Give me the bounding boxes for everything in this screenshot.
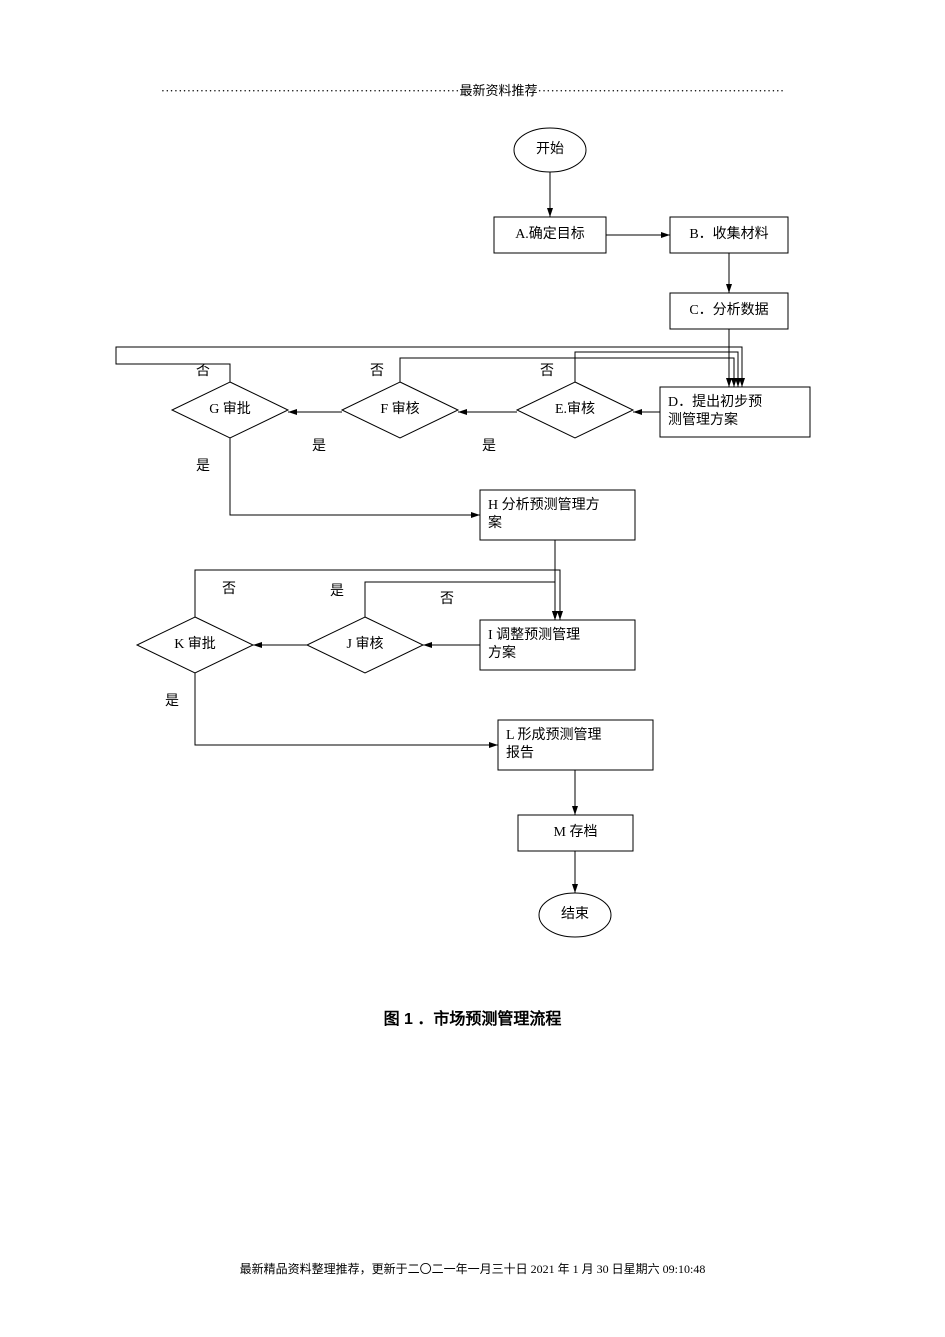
flow-edge bbox=[365, 582, 555, 620]
flow-node-label: 开始 bbox=[536, 141, 564, 157]
flow-node-label: L 形成预测管理 bbox=[506, 727, 602, 743]
edge-label: 是 bbox=[482, 439, 496, 454]
flow-node-label: 结束 bbox=[561, 906, 589, 922]
page-header: ········································… bbox=[0, 80, 945, 99]
flow-node-label: F 审核 bbox=[380, 401, 419, 417]
edge-label: 否 bbox=[370, 364, 384, 379]
flow-node-label: D．提出初步预 bbox=[668, 393, 762, 410]
flow-node-label: 案 bbox=[488, 514, 502, 531]
edge-label: 否 bbox=[196, 364, 210, 379]
figure-caption: 图 1 ．市场预测管理流程 bbox=[0, 1005, 945, 1029]
flow-node-label: H 分析预测管理方 bbox=[488, 497, 600, 513]
flow-node-label: M 存档 bbox=[554, 824, 598, 840]
header-dots-right: ········································… bbox=[537, 83, 784, 98]
flow-node-label: A.确定目标 bbox=[515, 226, 585, 242]
flow-edge bbox=[575, 352, 738, 387]
page-footer: 最新精品资料整理推荐，更新于二〇二一年一月三十日 2021 年 1 月 30 日… bbox=[0, 1260, 945, 1277]
flowchart-svg: 是是否否否是是否否是开始A.确定目标B．收集材料C．分析数据D．提出初步预测管理… bbox=[0, 110, 945, 980]
edge-label: 否 bbox=[222, 582, 236, 597]
flow-node-label: 测管理方案 bbox=[668, 411, 738, 428]
flow-node-label: 报告 bbox=[506, 745, 534, 761]
edge-label: 是 bbox=[165, 694, 179, 709]
edge-label: 否 bbox=[540, 364, 554, 379]
flow-node-label: K 审批 bbox=[174, 636, 216, 652]
header-center: 最新资料推荐 bbox=[459, 83, 537, 98]
header-dots-left: ········································… bbox=[161, 83, 460, 98]
flow-node-label: J 审核 bbox=[347, 636, 384, 652]
flow-node-label: G 审批 bbox=[209, 401, 251, 417]
edge-label: 是 bbox=[196, 459, 210, 474]
flow-node-label: 方案 bbox=[488, 644, 516, 661]
flow-edge bbox=[195, 673, 498, 745]
flow-edge bbox=[195, 570, 560, 620]
flow-edge bbox=[400, 358, 734, 387]
edge-label: 是 bbox=[330, 584, 344, 599]
edge-label: 否 bbox=[440, 592, 454, 607]
flow-node-label: B．收集材料 bbox=[689, 225, 768, 242]
flow-edge bbox=[230, 438, 480, 515]
edge-label: 是 bbox=[312, 439, 326, 454]
flow-node-label: E.审核 bbox=[555, 401, 595, 417]
flow-node-label: I 调整预测管理 bbox=[488, 627, 580, 643]
flow-node-label: C．分析数据 bbox=[689, 302, 768, 318]
